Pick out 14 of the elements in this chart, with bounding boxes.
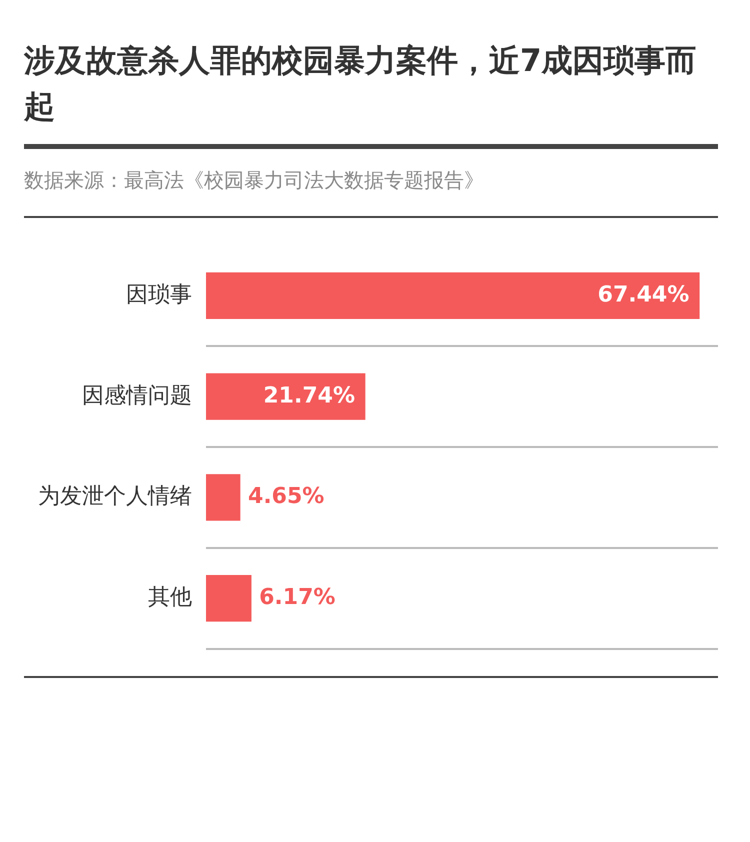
- data-label: 4.65%: [248, 484, 324, 510]
- data-label: 21.74%: [263, 383, 356, 408]
- data-label: 67.44%: [598, 282, 690, 308]
- bar: [206, 272, 700, 319]
- bar: [206, 373, 366, 420]
- y-tick-label: 因琐事: [126, 282, 192, 308]
- bar: [206, 575, 252, 622]
- bar: [206, 474, 240, 521]
- y-tick-label: 其他: [148, 585, 192, 610]
- chart-subtitle: 数据来源：最高法《校园暴力司法大数据专题报告》: [24, 149, 718, 218]
- y-tick-label: 因感情问题: [82, 383, 192, 408]
- data-label: 6.17%: [259, 585, 336, 610]
- y-tick-label: 为发泄个人情绪: [38, 484, 192, 510]
- chart-title: 涉及故意杀人罪的校园暴力案件，近7成因琐事而起: [24, 0, 718, 149]
